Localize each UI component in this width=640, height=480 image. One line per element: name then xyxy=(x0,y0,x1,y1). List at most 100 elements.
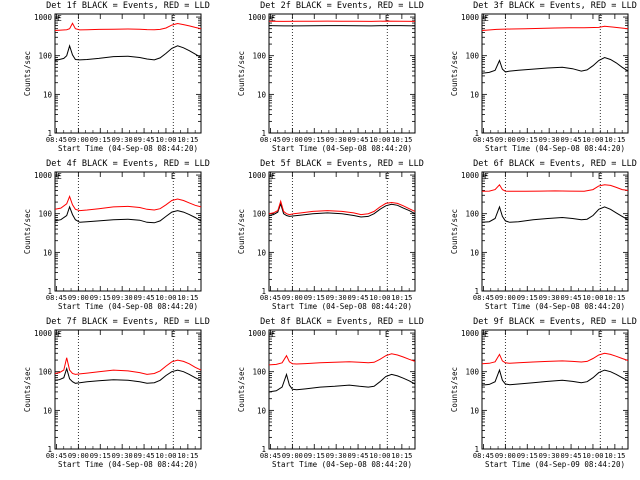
panel-title: Det 1f BLACK = Events, RED = LLD xyxy=(46,1,210,11)
flag-label: E xyxy=(598,172,603,181)
x-tick-label: 09:00 xyxy=(282,136,303,144)
x-tick-label: 09:45 xyxy=(134,452,155,460)
detector-panel-4: Det 4f BLACK = Events, RED = LLD 1 10 100 10… xyxy=(23,159,210,311)
panel-title: Det 8f BLACK = Events, RED = LLD xyxy=(260,317,424,327)
series-line-lld xyxy=(481,352,629,365)
x-tick-label: 10:15 xyxy=(177,452,198,460)
y-tick-label: 1000 xyxy=(248,13,267,22)
flag-label: E xyxy=(57,172,62,181)
x-axis-label: Start Time (04-Sep-08 08:44:20) xyxy=(58,460,198,469)
x-tick-label: 10:15 xyxy=(391,452,412,460)
plot-frame xyxy=(481,171,629,292)
y-tick-label: 10 xyxy=(43,406,53,415)
series-line-lld xyxy=(481,25,629,31)
x-tick-label: 09:00 xyxy=(282,294,303,302)
flag-label: E xyxy=(271,172,276,181)
flag-label: E xyxy=(57,330,62,339)
series-line-lld xyxy=(54,194,202,212)
x-tick-label: 10:15 xyxy=(604,136,625,144)
flag-label: E xyxy=(271,14,276,23)
x-tick-label: 09:45 xyxy=(348,294,369,302)
x-tick-label: 10:00 xyxy=(582,136,603,144)
flag-label: E xyxy=(171,330,176,339)
y-tick-label: 1000 xyxy=(34,329,53,338)
x-tick-label: 10:00 xyxy=(369,452,390,460)
plot-frame xyxy=(54,171,202,292)
panel-title: Det 5f BLACK = Events, RED = LLD xyxy=(260,159,424,169)
x-tick-label: 09:00 xyxy=(495,136,516,144)
y-tick-label: 100 xyxy=(465,210,479,219)
y-axis-label: Counts/sec xyxy=(237,209,246,254)
x-tick-label: 09:45 xyxy=(561,452,582,460)
flag-label: E xyxy=(484,172,489,181)
x-tick-label: 09:00 xyxy=(68,452,89,460)
y-tick-label: 1 xyxy=(47,445,52,454)
detector-panel-2: Det 2f BLACK = Events, RED = LLD 1 10 100 10… xyxy=(237,1,424,153)
y-tick-label: 1000 xyxy=(248,329,267,338)
x-tick-label: 09:45 xyxy=(134,136,155,144)
y-axis-label: Counts/sec xyxy=(450,51,459,96)
y-tick-label: 10 xyxy=(470,248,480,257)
x-tick-label: 09:30 xyxy=(326,452,347,460)
y-tick-label: 1 xyxy=(474,287,479,296)
y-tick-label: 10 xyxy=(43,90,53,99)
plot-frame xyxy=(481,329,629,450)
x-tick-label: 10:00 xyxy=(155,136,176,144)
x-axis-label: Start Time (04-Sep-08 08:44:20) xyxy=(272,302,412,311)
x-tick-label: 09:45 xyxy=(134,294,155,302)
x-tick-label: 09:30 xyxy=(539,136,560,144)
flag-label: E xyxy=(57,14,62,23)
x-tick-label: 10:00 xyxy=(155,294,176,302)
y-tick-label: 1 xyxy=(47,287,52,296)
x-tick-label: 08:45 xyxy=(46,294,67,302)
x-tick-label: 09:15 xyxy=(90,452,111,460)
series-line-events xyxy=(268,202,416,218)
x-tick-label: 10:15 xyxy=(177,294,198,302)
x-tick-label: 09:30 xyxy=(326,294,347,302)
x-tick-label: 09:15 xyxy=(304,452,325,460)
plot-frame xyxy=(268,329,416,450)
detector-panel-3: Det 3f BLACK = Events, RED = LLD 1 10 100 10… xyxy=(450,1,637,153)
panel-title: Det 3f BLACK = Events, RED = LLD xyxy=(473,1,637,11)
y-tick-label: 1000 xyxy=(34,13,53,22)
y-tick-label: 1000 xyxy=(34,171,53,180)
x-axis-label: Start Time (04-Sep-09 08:44:20) xyxy=(485,460,625,469)
y-tick-label: 100 xyxy=(465,52,479,61)
x-tick-label: 09:00 xyxy=(68,294,89,302)
x-axis-label: Start Time (04-Sep-08 08:44:20) xyxy=(58,144,198,153)
x-tick-label: 08:45 xyxy=(260,452,281,460)
y-tick-label: 10 xyxy=(257,406,267,415)
panel-title: Det 2f BLACK = Events, RED = LLD xyxy=(260,1,424,11)
y-tick-label: 1 xyxy=(261,445,266,454)
plot-frame xyxy=(268,171,416,292)
y-tick-label: 1000 xyxy=(248,171,267,180)
detector-panel-6: Det 6f BLACK = Events, RED = LLD 1 10 100 10… xyxy=(450,159,637,311)
x-tick-label: 09:45 xyxy=(561,136,582,144)
y-tick-label: 100 xyxy=(38,368,52,377)
x-tick-label: 09:15 xyxy=(517,136,538,144)
x-tick-label: 09:00 xyxy=(495,452,516,460)
y-tick-label: 1 xyxy=(261,129,266,138)
x-tick-label: 09:00 xyxy=(282,452,303,460)
x-axis-label: Start Time (04-Sep-08 08:44:20) xyxy=(272,144,412,153)
series-line-lld xyxy=(268,199,416,216)
y-tick-label: 1 xyxy=(474,445,479,454)
y-tick-label: 100 xyxy=(38,52,52,61)
plot-frame xyxy=(54,329,202,450)
y-tick-label: 1000 xyxy=(461,13,480,22)
x-tick-label: 08:45 xyxy=(46,136,67,144)
y-axis-label: Counts/sec xyxy=(23,367,32,412)
flag-label: E xyxy=(598,14,603,23)
x-tick-label: 09:45 xyxy=(561,294,582,302)
x-tick-label: 09:30 xyxy=(326,136,347,144)
series-line-events xyxy=(54,205,202,224)
plot-frame xyxy=(481,13,629,134)
x-tick-label: 10:00 xyxy=(582,294,603,302)
y-tick-label: 1 xyxy=(474,129,479,138)
x-tick-label: 10:15 xyxy=(604,294,625,302)
series-line-events xyxy=(268,372,416,393)
y-tick-label: 1000 xyxy=(461,329,480,338)
x-axis-label: Start Time (04-Sep-08 08:44:20) xyxy=(485,144,625,153)
flag-label: E xyxy=(385,14,390,23)
y-tick-label: 10 xyxy=(470,406,480,415)
